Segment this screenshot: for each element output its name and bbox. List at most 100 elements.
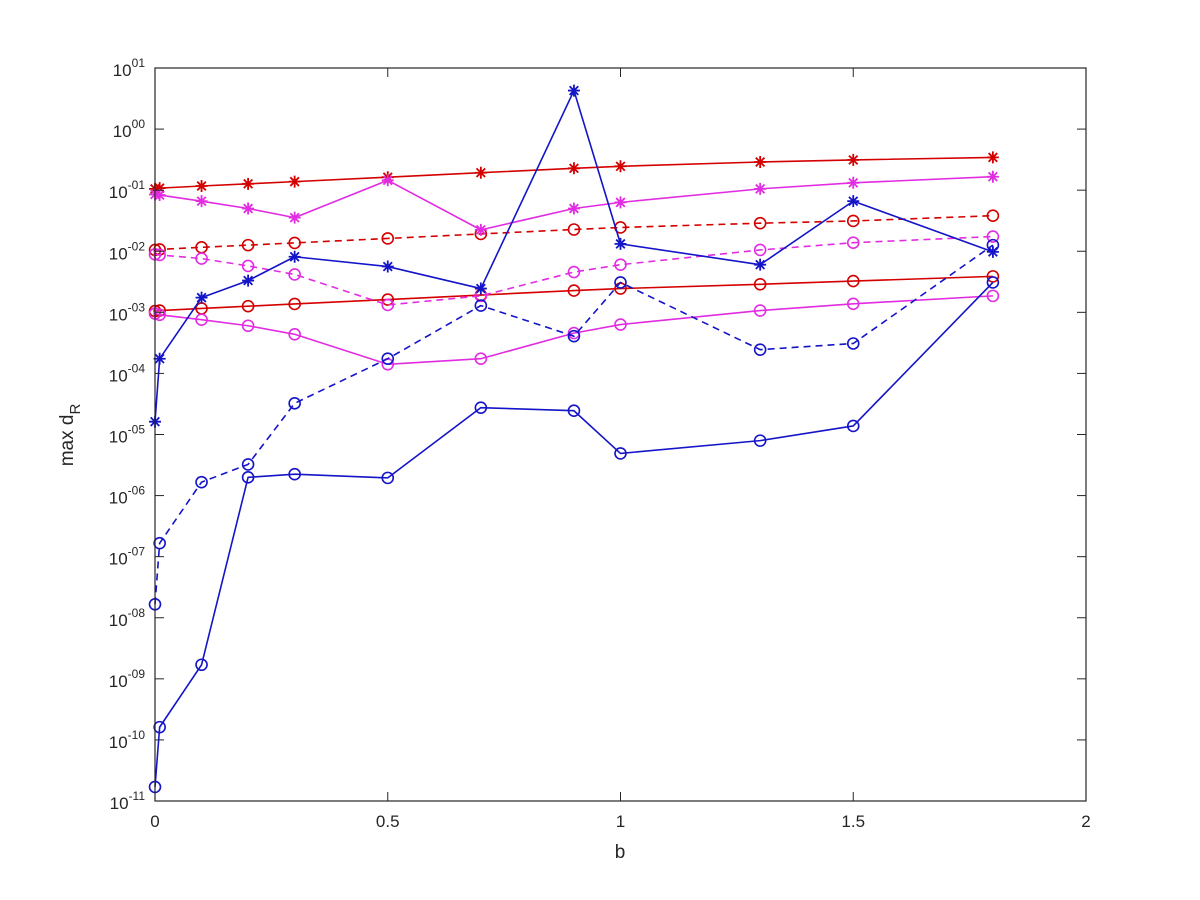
data-point-marker xyxy=(195,658,208,672)
data-point-marker xyxy=(195,291,208,304)
data-point-marker xyxy=(474,166,487,179)
y-tick-label: 10-03 xyxy=(109,300,146,324)
data-point-marker xyxy=(288,236,301,250)
data-point-marker xyxy=(986,151,999,164)
data-point-marker xyxy=(846,419,860,433)
data-point-marker xyxy=(195,180,208,193)
series-8-line xyxy=(154,244,994,605)
data-point-marker xyxy=(381,293,395,306)
data-point-marker xyxy=(381,298,395,312)
series-layer xyxy=(148,84,1000,794)
data-point-marker xyxy=(242,202,255,215)
x-tick-label: 0 xyxy=(150,812,159,831)
data-point-marker xyxy=(153,308,166,322)
data-point-marker xyxy=(846,337,860,350)
data-point-marker xyxy=(986,230,1000,243)
data-point-marker xyxy=(567,162,580,175)
data-point-marker xyxy=(381,174,394,187)
data-point-marker xyxy=(614,160,627,173)
data-point-marker xyxy=(567,265,581,279)
data-point-marker xyxy=(986,209,1000,222)
data-point-marker xyxy=(381,471,395,485)
data-point-marker xyxy=(986,170,999,183)
data-point-marker xyxy=(242,274,255,287)
data-point-marker xyxy=(847,195,860,208)
y-axis-label-main: max d xyxy=(57,415,78,467)
y-tick-label: 10-01 xyxy=(109,178,146,202)
data-point-marker xyxy=(195,313,208,326)
data-point-marker xyxy=(241,238,255,252)
data-point-marker xyxy=(846,274,860,288)
data-point-marker xyxy=(567,329,581,343)
data-point-marker xyxy=(242,177,255,190)
series-5 xyxy=(148,230,1000,312)
data-point-marker xyxy=(847,153,860,166)
data-point-marker xyxy=(288,327,301,341)
series-9-line xyxy=(154,281,994,787)
data-point-marker xyxy=(153,720,166,734)
y-tick-label: 1001 xyxy=(113,56,146,80)
data-point-marker xyxy=(381,260,394,273)
series-4 xyxy=(149,170,999,236)
data-point-marker xyxy=(567,326,581,340)
data-point-marker xyxy=(153,182,166,195)
series-6 xyxy=(148,289,1000,371)
data-point-marker xyxy=(614,258,627,271)
data-point-marker xyxy=(614,196,627,209)
series-1-line xyxy=(154,156,993,190)
data-point-marker xyxy=(288,397,301,410)
data-point-marker xyxy=(195,195,208,208)
data-point-marker xyxy=(288,250,301,263)
data-point-marker xyxy=(754,258,767,271)
data-point-marker xyxy=(753,277,767,291)
data-point-marker xyxy=(753,243,767,257)
data-point-marker xyxy=(153,536,166,550)
data-point-marker xyxy=(614,237,627,250)
y-tick-label: 10-05 xyxy=(109,423,146,447)
data-point-marker xyxy=(846,214,860,228)
data-point-marker xyxy=(754,182,767,195)
data-point-marker xyxy=(288,175,301,188)
data-point-marker xyxy=(153,189,166,202)
x-tick-label: 1 xyxy=(616,812,625,831)
data-point-marker xyxy=(381,352,395,366)
data-point-marker xyxy=(241,458,255,471)
data-point-marker xyxy=(241,471,255,484)
data-point-marker xyxy=(753,434,767,447)
data-point-marker xyxy=(288,467,301,481)
data-point-marker xyxy=(381,232,395,245)
data-point-marker xyxy=(567,84,580,97)
data-point-marker xyxy=(986,276,1000,289)
y-tick-label: 10-07 xyxy=(109,545,146,569)
data-point-marker xyxy=(567,223,581,236)
data-point-marker xyxy=(614,276,627,289)
data-point-marker xyxy=(474,223,487,236)
data-point-marker xyxy=(474,401,488,414)
data-point-marker xyxy=(986,238,1000,252)
data-point-marker xyxy=(614,447,627,460)
y-tick-label: 10-04 xyxy=(109,361,146,385)
y-tick-label: 10-08 xyxy=(109,606,146,630)
y-tick-label: 10-09 xyxy=(109,667,146,691)
y-tick-label: 1000 xyxy=(113,117,146,141)
series-7-line xyxy=(154,89,994,422)
y-tick-label: 10-11 xyxy=(110,789,146,813)
data-point-marker xyxy=(614,318,627,331)
x-tick-label: 0.5 xyxy=(376,812,400,831)
series-6-line xyxy=(154,295,993,366)
data-point-marker xyxy=(986,245,999,258)
axes-layer: 0 0.5 1 1.5 2 10-11 10-10 10-09 10-08 10-07 10-06 1… xyxy=(109,56,1091,831)
data-point-marker xyxy=(753,216,767,230)
data-point-marker xyxy=(153,248,166,262)
data-point-marker xyxy=(241,259,255,273)
x-axis-label: b xyxy=(615,842,626,863)
data-point-marker xyxy=(241,319,255,333)
data-point-marker xyxy=(474,282,487,295)
y-axis-label-subscript: R xyxy=(67,404,84,415)
series-9 xyxy=(148,276,1000,794)
data-point-marker xyxy=(846,236,860,250)
data-point-marker xyxy=(753,304,767,317)
data-point-marker xyxy=(754,156,767,169)
data-point-marker xyxy=(153,352,166,365)
